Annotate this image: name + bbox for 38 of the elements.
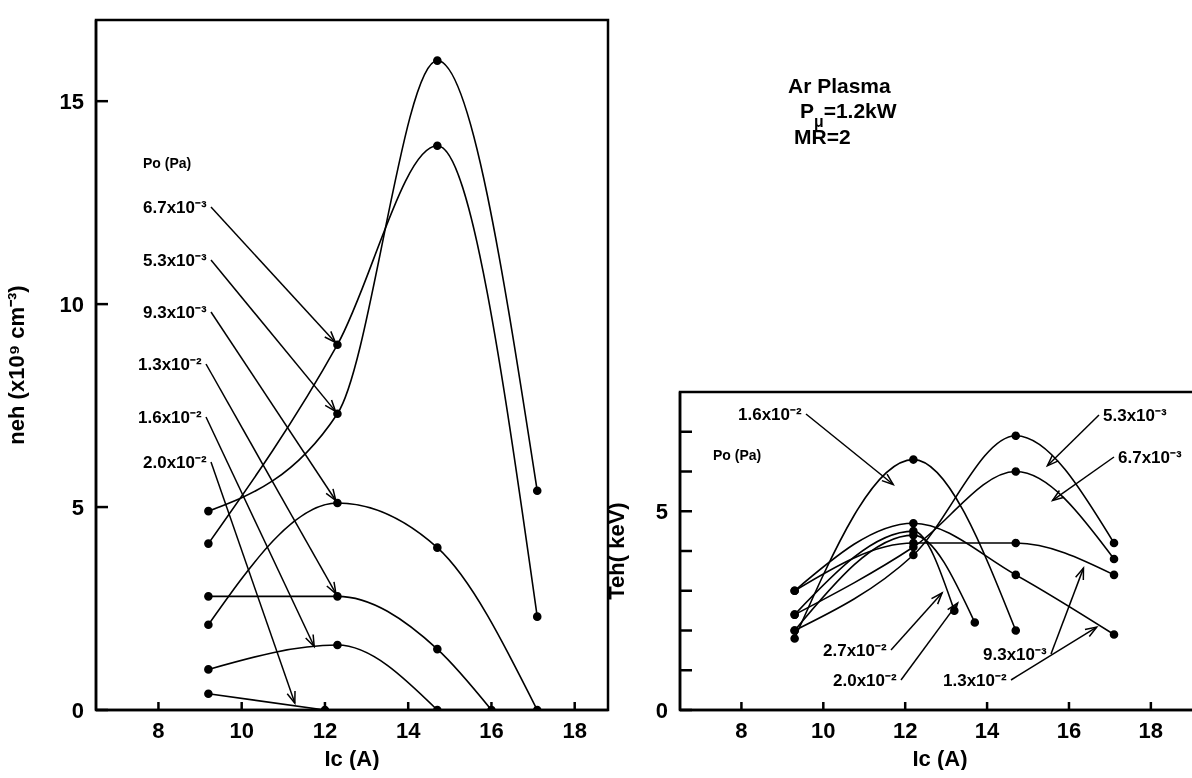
x-tick-label: 18	[562, 717, 587, 743]
y-tick-label: 0	[71, 697, 84, 723]
x-axis-title: Ic (A)	[912, 746, 968, 771]
x-tick-label: 10	[811, 717, 836, 743]
text: 1.3x10⁻²	[138, 355, 202, 374]
x-tick-label: 16	[479, 717, 504, 743]
legend-title: Po (Pa)	[143, 155, 192, 171]
text: 5.3x10⁻³	[1103, 406, 1167, 425]
y-tick-label: 5	[71, 494, 84, 520]
y-axis-title: neh (x10⁹ cm⁻³)	[3, 285, 29, 445]
x-tick-label: 16	[1056, 717, 1082, 743]
x-tick-label: 18	[1138, 717, 1164, 743]
text: 9.3x10⁻³	[143, 303, 207, 322]
x-axis-title: Ic (A)	[324, 746, 380, 771]
x-tick-label: 14	[974, 717, 1001, 743]
text: 6.7x10⁻³	[143, 198, 207, 217]
text: 2.0x10⁻²	[143, 453, 207, 472]
text: 1.6x10⁻²	[738, 405, 802, 424]
y-tick-label: 15	[59, 88, 84, 114]
x-tick-label: 12	[892, 717, 918, 743]
x-tick-label: 14	[395, 717, 422, 743]
x-tick-label: 10	[229, 717, 254, 743]
y-tick-label: 5	[655, 499, 668, 525]
y-axis-title: Teh( keV)	[603, 502, 629, 600]
x-tick-label: 12	[312, 717, 338, 743]
text: 2.0x10⁻²	[833, 671, 897, 690]
text: Ar Plasma	[788, 74, 892, 97]
text: 2.7x10⁻²	[823, 641, 887, 660]
text: 1.6x10⁻²	[138, 408, 202, 427]
text: 1.3x10⁻²	[943, 671, 1007, 690]
text: 6.7x10⁻³	[1118, 448, 1182, 467]
y-tick-label: 10	[59, 291, 84, 317]
x-tick-label: 8	[152, 717, 165, 743]
legend-title: Po (Pa)	[713, 447, 762, 463]
y-tick-label: 0	[655, 697, 668, 723]
text: 9.3x10⁻³	[983, 645, 1047, 664]
x-tick-label: 8	[735, 717, 748, 743]
text: 5.3x10⁻³	[143, 251, 207, 270]
